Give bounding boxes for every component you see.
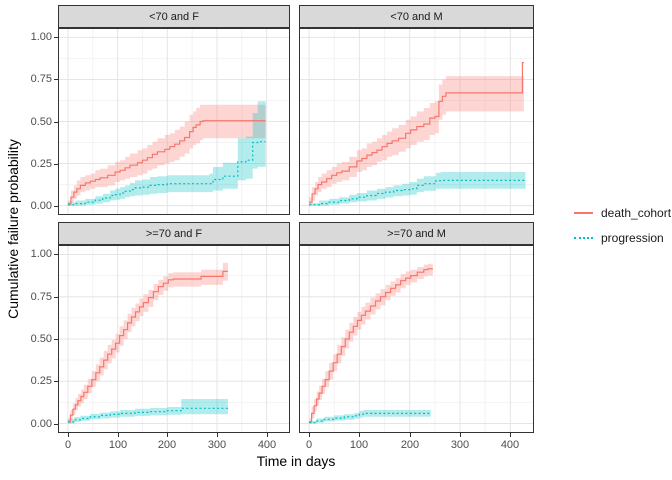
x-tick-mark — [359, 433, 360, 437]
plot-panel-ge70-m — [299, 245, 534, 433]
y-tick-label: 0.25 — [30, 375, 52, 387]
y-tick-label: 0.75 — [30, 291, 52, 303]
y-tick-label: 0.00 — [30, 200, 52, 212]
facet-strip-label: >=70 and M — [387, 227, 446, 240]
legend: death_cohort progression — [574, 206, 671, 256]
legend-item-death-cohort: death_cohort — [574, 206, 671, 220]
progression-line — [67, 407, 228, 423]
panel-plot-area — [59, 246, 289, 432]
x-tick-mark — [167, 433, 168, 437]
y-tick-mark — [54, 164, 58, 165]
facet-strip-label: >=70 and F — [145, 227, 203, 240]
progression-line — [67, 141, 266, 206]
x-tick-mark — [217, 433, 218, 437]
progression-line — [309, 412, 431, 424]
facet-strip-ge70-f: >=70 and F — [58, 222, 290, 245]
x-tick-mark — [510, 433, 511, 437]
legend-label: death_cohort — [601, 206, 672, 220]
death-cohort-line — [309, 62, 524, 203]
x-tick-label: 400 — [257, 439, 277, 451]
y-tick-mark — [54, 122, 58, 123]
facet-strip-label: <70 and M — [390, 10, 443, 23]
death-cohort-line — [67, 120, 266, 205]
progression-ribbon — [67, 101, 266, 206]
x-tick-mark — [460, 433, 461, 437]
legend-item-progression: progression — [574, 231, 671, 245]
progression-line — [309, 179, 526, 206]
x-tick-label: 400 — [500, 439, 520, 451]
y-tick-label: 0.50 — [30, 116, 52, 128]
y-tick-label: 0.25 — [30, 158, 52, 170]
grid — [59, 246, 289, 432]
y-tick-mark — [54, 297, 58, 298]
y-tick-mark — [54, 37, 58, 38]
facet-strip-lt70-f: <70 and F — [58, 5, 290, 28]
death-cohort-line — [309, 268, 433, 423]
panel-plot-area — [59, 29, 289, 214]
plot-panel-lt70-m — [299, 28, 534, 215]
x-tick-label: 100 — [349, 439, 369, 451]
y-tick-mark — [54, 339, 58, 340]
death-cohort-ribbon — [309, 263, 433, 424]
facet-strip-label: <70 and F — [149, 10, 199, 23]
death-cohort-ribbon — [67, 262, 228, 424]
x-tick-label: 200 — [157, 439, 177, 451]
progression-key-line — [574, 237, 593, 239]
facet-strip-lt70-m: <70 and M — [299, 5, 534, 28]
x-tick-label: 300 — [207, 439, 227, 451]
x-tick-mark — [68, 433, 69, 437]
progression-ribbon — [309, 410, 431, 424]
x-tick-mark — [118, 433, 119, 437]
x-tick-label: 300 — [450, 439, 470, 451]
death-cohort-key-line — [574, 212, 593, 214]
x-tick-label: 0 — [64, 439, 72, 451]
death-cohort-line — [67, 270, 228, 423]
progression-ribbon — [67, 399, 228, 424]
panel-plot-area — [300, 246, 533, 432]
y-tick-label: 0.00 — [30, 418, 52, 430]
death-cohort-ribbon — [67, 104, 266, 206]
y-tick-label: 0.50 — [30, 333, 52, 345]
y-tick-mark — [54, 424, 58, 425]
plot-panel-ge70-f — [58, 245, 290, 433]
y-tick-mark — [54, 206, 58, 207]
x-axis-title: Time in days — [256, 453, 336, 469]
x-tick-label: 200 — [400, 439, 420, 451]
y-tick-mark — [54, 254, 58, 255]
y-tick-label: 0.75 — [30, 73, 52, 85]
y-tick-label: 1.00 — [30, 31, 52, 43]
x-tick-mark — [309, 433, 310, 437]
legend-label: progression — [601, 231, 664, 245]
y-tick-mark — [54, 381, 58, 382]
death-cohort-ribbon — [309, 76, 524, 206]
panel-plot-area — [300, 29, 533, 214]
x-tick-mark — [410, 433, 411, 437]
facet-strip-ge70-m: >=70 and M — [299, 222, 534, 245]
x-tick-mark — [267, 433, 268, 437]
plot-panel-lt70-f — [58, 28, 290, 215]
grid — [59, 29, 289, 214]
x-tick-label: 0 — [305, 439, 313, 451]
y-tick-mark — [54, 79, 58, 80]
y-tick-label: 1.00 — [30, 248, 52, 260]
x-tick-label: 100 — [108, 439, 128, 451]
grid — [300, 246, 533, 432]
grid — [300, 29, 533, 214]
